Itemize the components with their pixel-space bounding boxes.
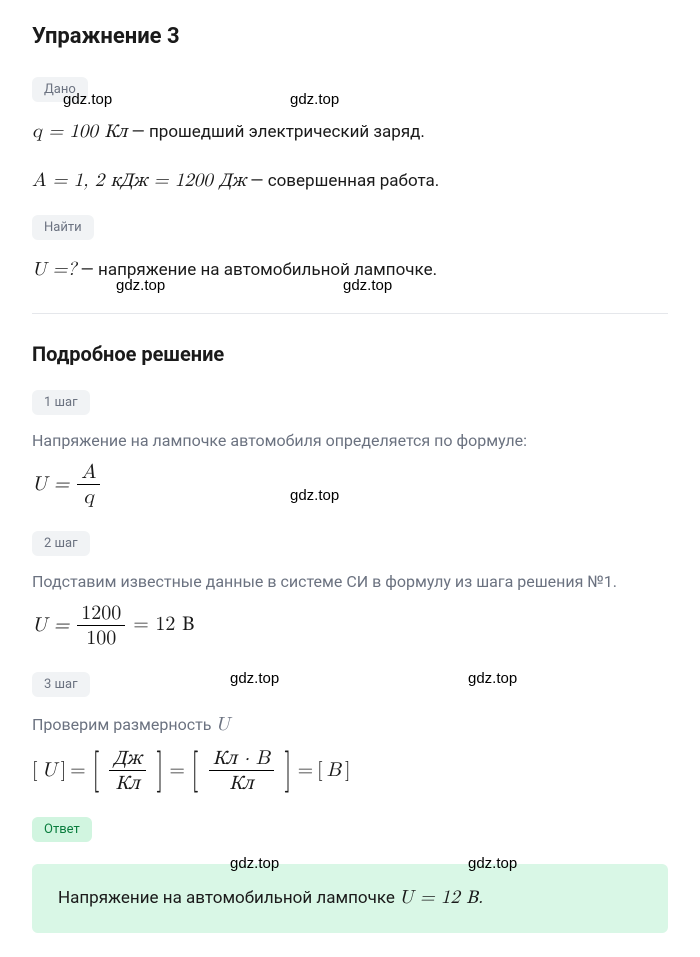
given-a-desc: — совершенная работа. xyxy=(246,171,439,191)
step3-formula: [U] = [ Дж Кл ] = [ Кл · B Кл ] = [B] xyxy=(32,746,668,795)
step3-f2-num: Кл · B xyxy=(209,746,274,770)
step1-text: Напряжение на лампочке автомобиля опреде… xyxy=(32,431,668,450)
step3-bigrb2: ] xyxy=(284,749,291,791)
given-q-row: q = 100 Кл — прошедший электрический зар… xyxy=(32,118,668,147)
step3-f1-den: Кл xyxy=(111,771,143,795)
step3-bigrb1: ] xyxy=(156,749,163,791)
given-a-row: A = 1, 2 кДж = 1200 Дж — совершенная раб… xyxy=(32,167,668,196)
step3-lbracket1: [ xyxy=(32,758,38,782)
step3-biglb1: [ xyxy=(92,749,99,791)
step3-lhs-var: U xyxy=(42,758,57,782)
badge-step1: 1 шаг xyxy=(32,390,90,415)
step3-biglb2: [ xyxy=(191,749,198,791)
given-q-expr: q = 100 Кл xyxy=(32,122,127,141)
watermark: gdz.top xyxy=(230,670,279,687)
step2-text: Подставим известные данные в системе СИ … xyxy=(32,572,668,591)
answer-box: Напряжение на автомобильной лампочке U =… xyxy=(32,864,668,933)
given-q-desc: — прошедший электрический заряд. xyxy=(127,122,425,142)
step1-fraction: A q xyxy=(77,460,100,509)
find-u-row: U =? — напряжение на автомобильной лампо… xyxy=(32,256,668,285)
given-a-expr: A = 1, 2 кДж = 1200 Дж xyxy=(32,171,246,190)
badge-step3: 3 шаг xyxy=(32,672,90,697)
step3-text: Проверим размерность U xyxy=(32,713,668,736)
step2-lhs: U = xyxy=(32,613,69,637)
step3-frac1: Дж Кл xyxy=(109,746,145,795)
badge-given: Дано xyxy=(32,77,88,102)
step3-frac2: Кл · B Кл xyxy=(209,746,274,795)
step3-eq2: = xyxy=(169,758,185,782)
badge-answer: Ответ xyxy=(32,817,92,842)
step3-rhs-var: B xyxy=(327,758,341,782)
step2-fraction: 1200 100 xyxy=(77,601,125,650)
step3-eq3: = xyxy=(298,758,314,782)
find-u-desc: — напряжение на автомобильной лампочке. xyxy=(76,260,437,280)
step2-num: 1200 xyxy=(77,601,125,625)
section-divider xyxy=(32,313,668,314)
step2-den: 100 xyxy=(82,626,120,650)
step3-text-var: U xyxy=(215,715,229,734)
step2-rhs: = 12 В xyxy=(133,612,194,638)
answer-text: Напряжение на автомобильной лампочке xyxy=(58,888,399,908)
watermark: gdz.top xyxy=(468,670,517,687)
step1-lhs: U = xyxy=(32,472,69,496)
step1-formula: U = A q xyxy=(32,460,668,509)
step2-formula: U = 1200 100 = 12 В xyxy=(32,601,668,650)
step3-rbracket1: ] xyxy=(61,758,67,782)
step3-lbracket2: [ xyxy=(317,758,323,782)
step3-rbracket2: ] xyxy=(345,758,351,782)
badge-step2: 2 шаг xyxy=(32,531,90,556)
solution-title: Подробное решение xyxy=(32,342,668,366)
watermark: gdz.top xyxy=(290,91,339,108)
step3-text-prefix: Проверим размерность xyxy=(32,715,215,734)
answer-expr: U = 12 В. xyxy=(399,888,483,907)
step1-den: q xyxy=(79,485,98,509)
step1-num: A xyxy=(77,460,100,484)
badge-find: Найти xyxy=(32,215,94,240)
step3-eq1: = xyxy=(70,758,86,782)
step3-f1-num: Дж xyxy=(109,746,145,770)
step3-f2-den: Кл xyxy=(225,771,257,795)
exercise-title: Упражнение 3 xyxy=(32,24,668,49)
find-u-expr: U =? xyxy=(32,260,76,279)
